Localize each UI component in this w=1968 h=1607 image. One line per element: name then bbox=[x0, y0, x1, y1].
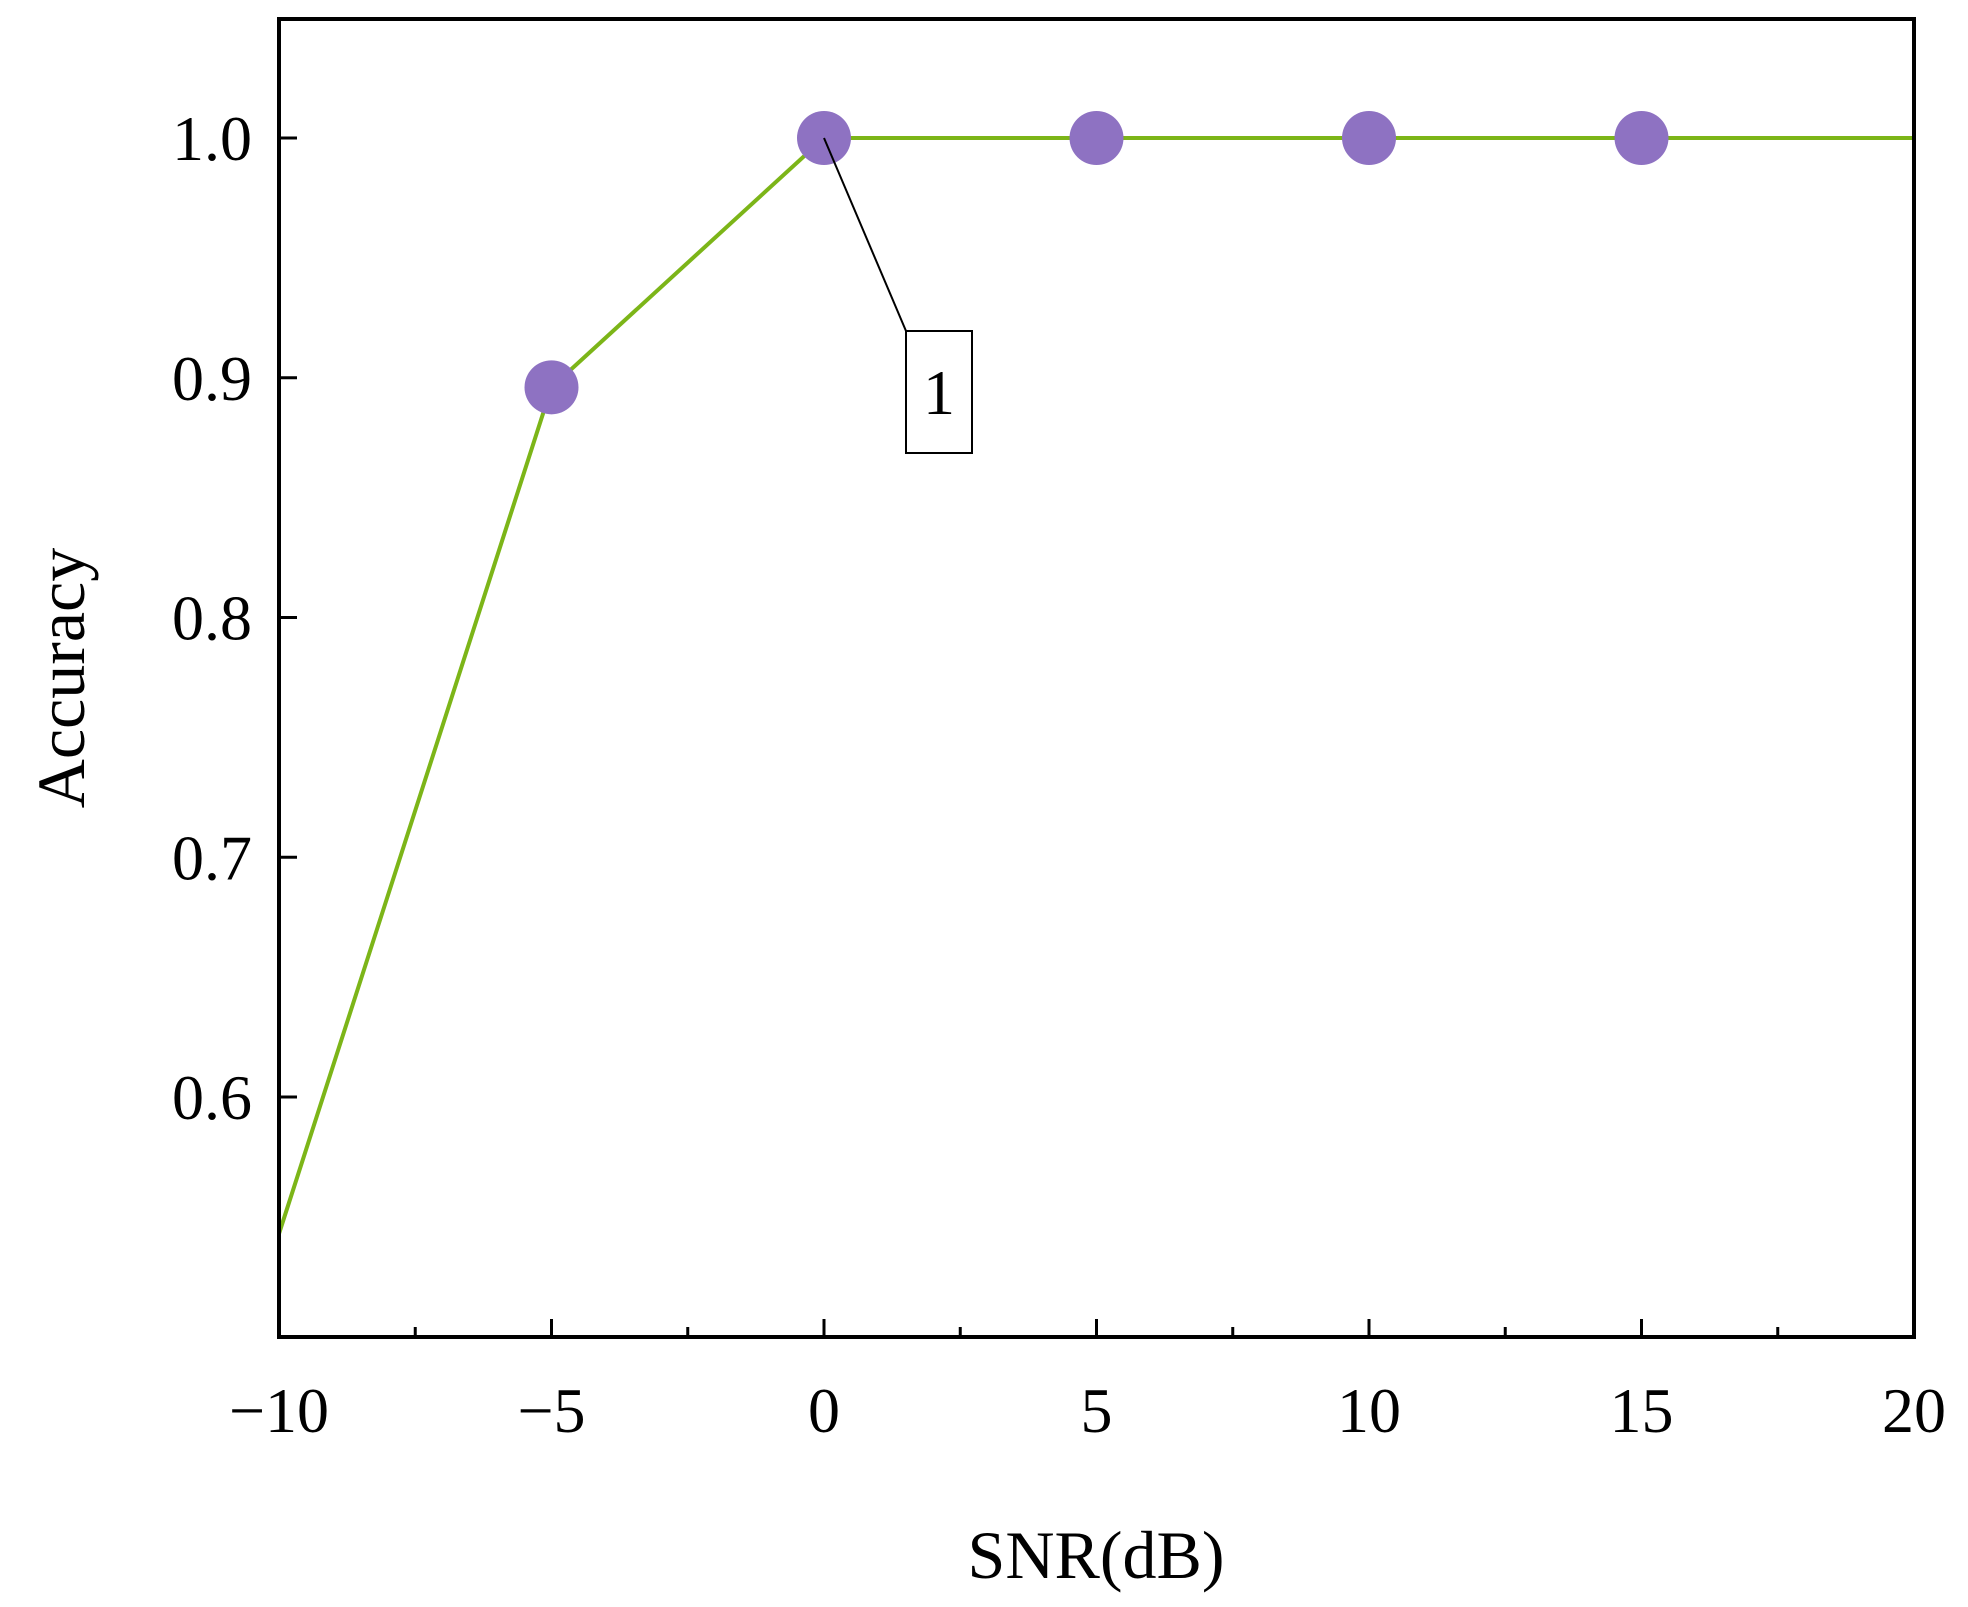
y-tick-label: 1.0 bbox=[172, 103, 252, 174]
accuracy-line bbox=[279, 136, 1914, 1235]
series-group bbox=[279, 111, 1914, 1235]
y-tick-label: 0.9 bbox=[172, 343, 252, 414]
x-axis-title: SNR(dB) bbox=[968, 1517, 1225, 1593]
x-tick-label: −10 bbox=[229, 1375, 329, 1446]
y-tick-label: 0.7 bbox=[172, 822, 252, 893]
x-tick-label: 20 bbox=[1882, 1375, 1946, 1446]
y-tick-label: 0.8 bbox=[172, 583, 252, 654]
x-tick-label: 15 bbox=[1610, 1375, 1674, 1446]
axes-layer: −10 −5 0 5 10 15 20 0.6 0.7 0.8 0.9 1.0 1 bbox=[172, 103, 1946, 1446]
data-point-marker bbox=[524, 360, 579, 415]
x-tick-label: 0 bbox=[808, 1375, 840, 1446]
plot-frame bbox=[277, 17, 1916, 1339]
x-tick-label: −5 bbox=[517, 1375, 585, 1446]
data-point-marker bbox=[1342, 111, 1396, 165]
x-tick-label: 5 bbox=[1081, 1375, 1113, 1446]
data-point-marker bbox=[1614, 111, 1669, 165]
annotation-leader bbox=[823, 137, 907, 332]
data-point-marker bbox=[1069, 111, 1124, 165]
y-tick-label: 0.6 bbox=[172, 1062, 252, 1133]
annotation-label: 1 bbox=[923, 357, 955, 428]
y-axis-title: Accuracy bbox=[23, 548, 99, 808]
annotation-box bbox=[905, 330, 973, 454]
x-tick-label: 10 bbox=[1337, 1375, 1401, 1446]
plot-layer bbox=[279, 111, 1914, 1235]
